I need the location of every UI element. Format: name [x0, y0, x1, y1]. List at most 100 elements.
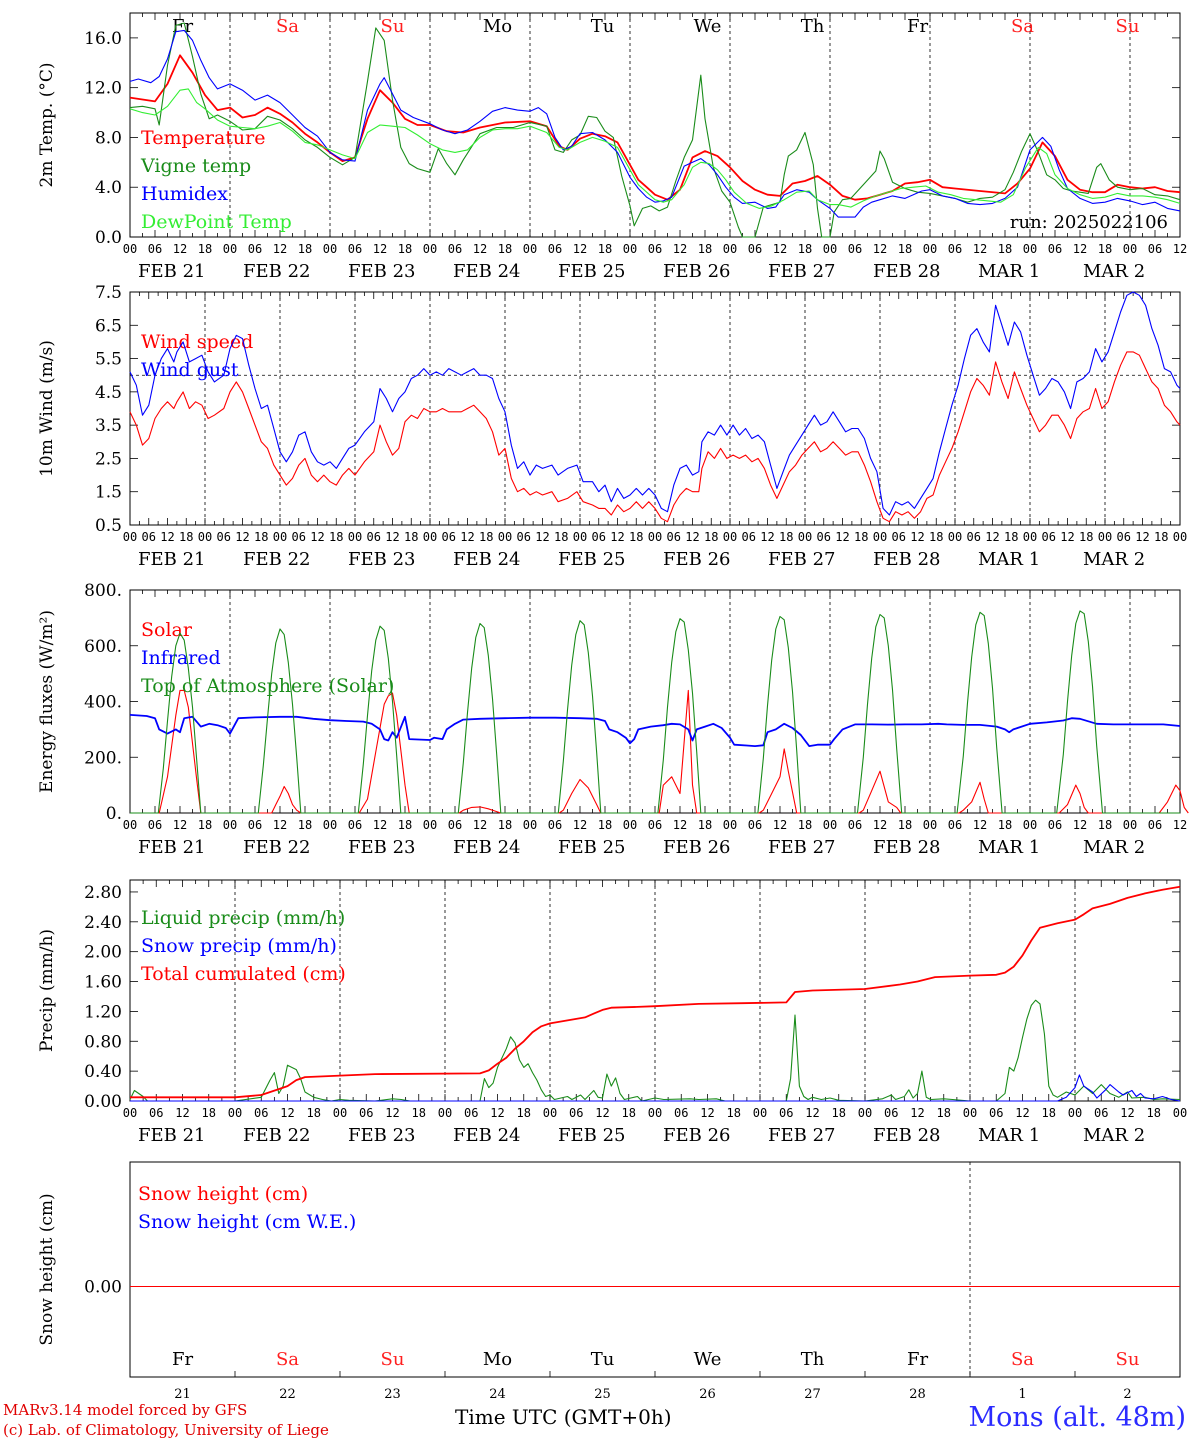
- hour-tick-label: 18: [1154, 530, 1168, 544]
- hour-tick-label: 00: [723, 242, 737, 256]
- hour-tick-label: 00: [1068, 1106, 1082, 1120]
- day-name-label: Su: [381, 16, 405, 37]
- day-name-label: Tu: [591, 16, 615, 37]
- hour-tick-label: 00: [323, 818, 337, 832]
- y-axis-label: Precip (mm/h): [37, 929, 57, 1052]
- hour-tick-label: 06: [248, 242, 262, 256]
- hour-tick-label: 18: [1004, 530, 1018, 544]
- y-tick-label: 0.: [106, 804, 122, 824]
- time-axis-label: Time UTC (GMT+0h): [455, 1405, 672, 1429]
- hour-tick-label: 12: [1060, 530, 1074, 544]
- hour-tick-label: 12: [235, 530, 249, 544]
- hour-tick-label: 18: [329, 530, 343, 544]
- date-label: FEB 26: [663, 837, 730, 858]
- legend-entry: Snow height (cm): [138, 1183, 308, 1205]
- date-label: FEB 24: [453, 261, 520, 282]
- date-label: FEB 22: [243, 261, 310, 282]
- date-label: MAR 2: [1083, 261, 1145, 282]
- hour-tick-label: 12: [173, 818, 187, 832]
- day-number-label: 23: [384, 1387, 401, 1402]
- day-name-label: Mo: [483, 16, 512, 37]
- hour-tick-label: 12: [310, 530, 324, 544]
- date-label: MAR 1: [978, 837, 1040, 858]
- y-tick-label: 600.: [84, 637, 122, 657]
- hour-tick-label: 12: [280, 1106, 294, 1120]
- date-label: FEB 25: [558, 837, 625, 858]
- credit-line-lab: (c) Lab. of Climatology, University of L…: [3, 1421, 329, 1439]
- hour-tick-label: 00: [1023, 530, 1037, 544]
- hour-tick-label: 18: [798, 818, 812, 832]
- y-axis-label: 2m Temp. (°C): [37, 62, 57, 187]
- hour-tick-label: 12: [175, 1106, 189, 1120]
- hour-tick-label: 00: [423, 818, 437, 832]
- date-label: FEB 25: [558, 261, 625, 282]
- hour-tick-label: 06: [548, 242, 562, 256]
- day-name-label: Su: [381, 1349, 405, 1370]
- hour-tick-label: 00: [623, 242, 637, 256]
- hour-tick-label: 06: [248, 818, 262, 832]
- hour-tick-label: 18: [832, 1106, 846, 1120]
- y-axis-label: 10m Wind (m/s): [37, 340, 57, 477]
- hour-tick-label: 12: [1015, 1106, 1029, 1120]
- date-label: MAR 2: [1083, 1125, 1145, 1146]
- day-name-label: Sa: [1011, 1349, 1034, 1370]
- hour-tick-label: 18: [698, 818, 712, 832]
- date-label: FEB 21: [138, 261, 205, 282]
- hour-tick-label: 18: [779, 530, 793, 544]
- date-label: FEB 26: [663, 1125, 730, 1146]
- hour-tick-label: 12: [1135, 530, 1149, 544]
- hour-tick-label: 18: [404, 530, 418, 544]
- hour-tick-label: 12: [610, 530, 624, 544]
- hour-tick-label: 06: [779, 1106, 793, 1120]
- hour-tick-label: 06: [448, 242, 462, 256]
- hour-tick-label: 18: [998, 818, 1012, 832]
- hour-tick-label: 18: [179, 530, 193, 544]
- hour-tick-label: 12: [700, 1106, 714, 1120]
- legend-entry: Top of Atmosphere (Solar): [141, 675, 394, 697]
- hour-tick-label: 12: [373, 242, 387, 256]
- series-line-infrared: [129, 714, 1181, 747]
- date-label: FEB 24: [453, 837, 520, 858]
- hour-tick-label: 12: [985, 530, 999, 544]
- hour-tick-label: 06: [592, 530, 606, 544]
- y-tick-label: 2.40: [84, 913, 122, 933]
- day-name-label: Th: [801, 16, 825, 37]
- hour-tick-label: 18: [598, 242, 612, 256]
- hour-tick-label: 18: [798, 242, 812, 256]
- hour-tick-label: 12: [273, 242, 287, 256]
- hour-tick-label: 12: [595, 1106, 609, 1120]
- hour-tick-label: 18: [898, 242, 912, 256]
- hour-tick-label: 18: [254, 530, 268, 544]
- hour-tick-label: 00: [348, 530, 362, 544]
- hour-tick-label: 06: [1094, 1106, 1108, 1120]
- series-line-vigne-temp: [129, 22, 1181, 238]
- date-label: MAR 1: [978, 261, 1040, 282]
- legend-entry: Wind speed: [141, 331, 253, 353]
- hour-tick-label: 00: [523, 818, 537, 832]
- hour-tick-label: 00: [123, 242, 137, 256]
- hour-tick-label: 12: [973, 242, 987, 256]
- day-number-label: 21: [174, 1387, 191, 1402]
- date-label: FEB 28: [873, 261, 940, 282]
- y-tick-label: 0.0: [95, 228, 122, 248]
- hour-tick-label: 12: [490, 1106, 504, 1120]
- y-tick-label: 12.0: [84, 79, 122, 99]
- hour-tick-label: 06: [948, 242, 962, 256]
- legend-entry: DewPoint Temp: [141, 211, 292, 233]
- hour-tick-label: 00: [223, 818, 237, 832]
- hour-tick-label: 18: [398, 818, 412, 832]
- hour-tick-label: 00: [873, 530, 887, 544]
- hour-tick-label: 06: [442, 530, 456, 544]
- hour-tick-label: 00: [1023, 818, 1037, 832]
- hour-tick-label: 00: [498, 530, 512, 544]
- hour-tick-label: 00: [723, 530, 737, 544]
- hour-tick-label: 06: [884, 1106, 898, 1120]
- hour-tick-label: 00: [963, 1106, 977, 1120]
- hour-tick-label: 00: [1173, 530, 1187, 544]
- hour-tick-label: 12: [973, 818, 987, 832]
- day-number-label: 1: [1018, 1387, 1026, 1402]
- hour-tick-label: 12: [1073, 242, 1087, 256]
- hour-tick-label: 00: [823, 818, 837, 832]
- date-label: FEB 22: [243, 549, 310, 570]
- day-name-label: We: [694, 16, 722, 37]
